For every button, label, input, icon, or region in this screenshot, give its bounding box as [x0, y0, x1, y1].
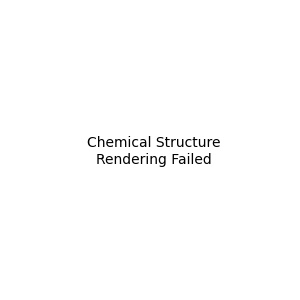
Text: Chemical Structure
Rendering Failed: Chemical Structure Rendering Failed [87, 136, 220, 166]
